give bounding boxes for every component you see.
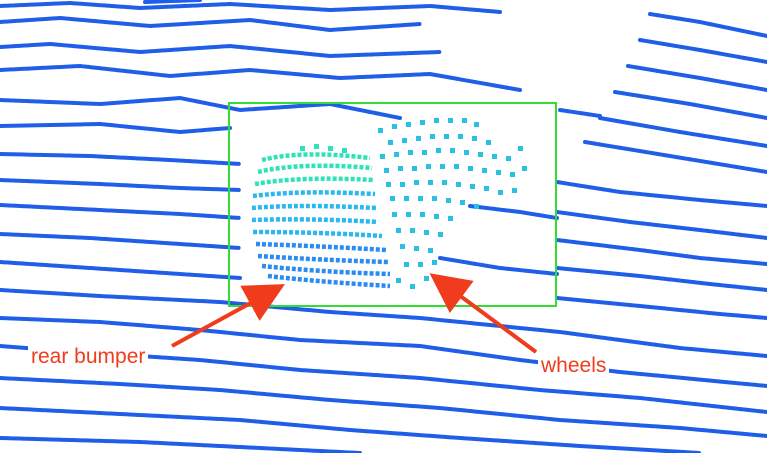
point-row <box>252 229 383 239</box>
scan-line <box>555 210 767 240</box>
car-mid-points <box>251 190 383 239</box>
scan-line <box>638 38 767 64</box>
scan-line <box>0 406 702 453</box>
point-row <box>261 152 371 163</box>
car-scatter-points <box>300 118 527 289</box>
scan-line <box>555 266 767 292</box>
scan-line <box>0 376 767 438</box>
scan-line <box>468 204 559 220</box>
scan-line <box>583 140 767 174</box>
point-row <box>251 203 377 211</box>
right-scan-lines <box>143 0 767 174</box>
scan-line <box>0 203 242 220</box>
scan-line <box>555 238 767 266</box>
wheels-label: wheels <box>538 354 610 378</box>
scan-line <box>0 260 242 280</box>
point-row <box>255 241 387 253</box>
point-row <box>257 163 373 175</box>
point-row <box>267 273 391 289</box>
scan-line <box>626 64 767 92</box>
scan-line <box>558 108 602 118</box>
car-lower-points <box>255 241 391 289</box>
scan-line <box>613 90 767 120</box>
rear-bumper-label: rear bumper <box>28 345 149 369</box>
scan-line <box>0 15 422 33</box>
scan-line <box>0 232 242 250</box>
point-row <box>252 190 376 199</box>
scan-line <box>0 63 522 92</box>
lidar-point-cloud <box>251 118 527 289</box>
scan-line <box>0 152 242 166</box>
scan-line <box>555 180 767 208</box>
rear-bumper-arrow <box>171 284 286 348</box>
scan-line <box>0 436 362 453</box>
scan-line <box>438 256 559 276</box>
scan-line <box>648 12 767 38</box>
scan-line <box>0 0 502 14</box>
wheels-arrow <box>429 273 538 354</box>
scan-line <box>0 288 767 358</box>
scan-line <box>0 41 442 59</box>
car-bounding-box <box>228 102 557 307</box>
scan-line <box>0 178 242 192</box>
point-row <box>261 263 391 277</box>
scan-line <box>0 121 232 135</box>
scan-line <box>598 116 767 148</box>
car-upper-points <box>254 152 375 187</box>
point-row <box>257 253 389 265</box>
scan-line <box>0 95 402 120</box>
point-row <box>251 217 379 225</box>
scan-line <box>143 0 202 4</box>
point-row <box>254 176 375 187</box>
scan-line <box>555 296 767 320</box>
